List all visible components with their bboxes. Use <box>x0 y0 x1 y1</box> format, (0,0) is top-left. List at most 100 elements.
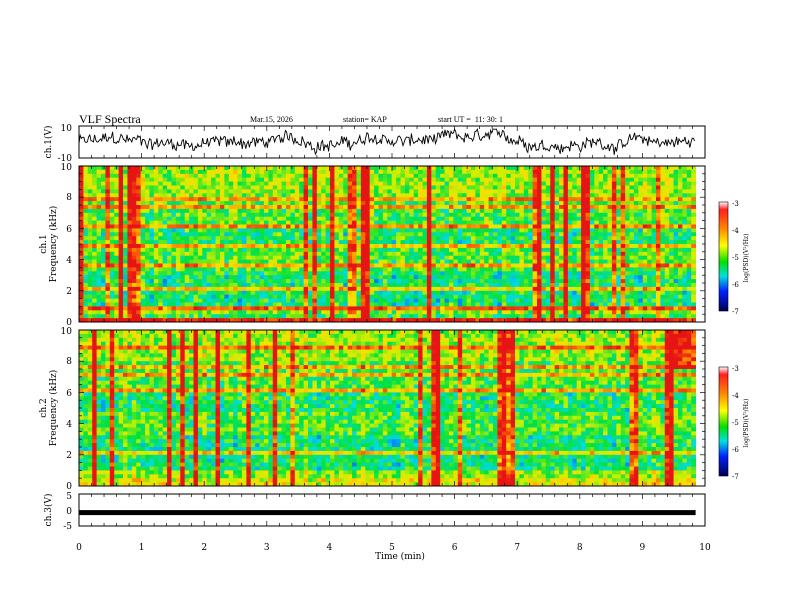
spectrogram-cell <box>431 267 437 272</box>
spectrogram-cell <box>581 286 586 292</box>
spectrogram-cell <box>391 259 397 264</box>
spectrogram-cell <box>523 298 529 303</box>
spectrogram-cell <box>158 166 164 171</box>
spectrogram-cell <box>435 247 441 253</box>
spectrogram-cell <box>493 318 498 323</box>
spectrogram-cell <box>290 169 296 175</box>
spectrogram-cell <box>263 286 269 292</box>
spectrogram-cell <box>127 236 133 241</box>
spectrogram-cell <box>316 306 322 311</box>
start-time-label: start UT = 11: 30: 1 <box>438 115 503 124</box>
spectrogram-cell <box>334 271 340 276</box>
spectrogram-cell <box>435 310 441 315</box>
spectrogram-cell <box>365 298 371 303</box>
spectrogram-cell <box>259 232 265 237</box>
spectrogram-cell <box>233 166 238 171</box>
spectrogram-cell <box>290 224 296 229</box>
spectrogram-cell <box>462 169 467 175</box>
spectrogram-cell <box>554 208 560 214</box>
spectrogram-cell <box>603 275 608 280</box>
spectrogram-cell <box>488 201 494 206</box>
spectrogram-cell <box>268 255 274 260</box>
spectrogram-cell <box>334 189 340 194</box>
spectrogram-cell <box>149 279 155 284</box>
spectrogram-cell <box>272 294 278 299</box>
spectrogram-cell <box>598 283 604 288</box>
spectrogram-cell <box>603 247 608 253</box>
spectrogram-cell <box>528 267 534 272</box>
spectrogram-cell <box>532 193 538 198</box>
spectrogram-cell <box>589 232 595 237</box>
spectrogram-cell <box>528 298 534 303</box>
spectrogram-cell <box>325 185 331 190</box>
spectrogram-cell <box>532 302 538 307</box>
spectrogram-cell <box>175 244 181 249</box>
spectrogram-cell <box>475 177 481 182</box>
spectrogram-cell <box>105 310 111 315</box>
spectrogram-cell <box>567 290 573 296</box>
spectrogram-cell <box>607 185 613 190</box>
spectrogram-cell <box>523 306 529 311</box>
spectrogram-cell <box>153 286 159 292</box>
spectrogram-cell <box>153 236 159 241</box>
spectrogram-cell <box>528 169 534 175</box>
spectrogram-cell <box>448 236 454 241</box>
spectrogram-cell <box>175 166 181 171</box>
spectrogram-cell <box>528 275 534 280</box>
spectrogram-cell <box>123 201 128 206</box>
spectrogram-cell <box>396 275 401 280</box>
spectrogram-cell <box>281 177 287 182</box>
spectrogram-cell <box>277 216 282 221</box>
spectrogram-cell <box>581 169 586 175</box>
spectrogram-cell <box>585 193 591 198</box>
spectrogram-cell <box>255 232 260 237</box>
spectrogram-cell <box>515 290 520 296</box>
spectrogram-cell <box>167 310 172 315</box>
spectrogram-cell <box>180 306 186 311</box>
spectrogram-cell <box>83 166 89 171</box>
spectrogram-cell <box>224 267 230 272</box>
spectrogram-cell <box>418 279 423 284</box>
spectrogram-cell <box>325 173 331 179</box>
spectrogram-cell <box>286 286 291 292</box>
spectrogram-cell <box>554 185 560 190</box>
spectrogram-cell <box>312 255 318 260</box>
spectrogram-cell <box>215 283 221 288</box>
spectrogram-cell <box>299 318 305 323</box>
spectrogram-cell <box>528 286 534 292</box>
spectrogram-cell <box>387 263 393 268</box>
spectrogram-cell <box>554 166 560 171</box>
spectrogram-cell <box>563 318 569 323</box>
spectrogram-cell <box>330 271 335 276</box>
spectrogram-cell <box>611 216 617 221</box>
spectrogram-cell <box>515 216 520 221</box>
spectrogram-cell <box>83 275 89 280</box>
spectrogram-cell <box>488 240 494 245</box>
spectrogram-cell <box>360 275 366 280</box>
spectrogram-cell <box>396 220 401 225</box>
spectrogram-cell <box>189 220 194 225</box>
spectrogram-cell <box>519 205 525 210</box>
spectrogram-cell <box>180 290 186 296</box>
spectrogram-cell <box>347 255 353 260</box>
spectrogram-cell <box>528 318 534 323</box>
spectrogram-cell <box>396 286 401 292</box>
spectrogram-cell <box>396 224 401 229</box>
spectrogram-cell <box>387 228 393 233</box>
spectrogram-cell <box>418 302 423 307</box>
spectrogram-cell <box>114 173 120 179</box>
spectrogram-cell <box>145 259 150 264</box>
spectrogram-cell <box>462 185 467 190</box>
spectrogram-cell <box>316 244 322 249</box>
spectrogram-cell <box>462 193 467 198</box>
spectrogram-cell <box>189 244 194 249</box>
spectrogram-cell <box>299 306 305 311</box>
spectrogram-cell <box>272 169 278 175</box>
spectrogram-cell <box>484 259 489 264</box>
spectrogram-cell <box>123 290 128 296</box>
spectrogram-cell <box>250 267 256 272</box>
spectrogram-cell <box>576 166 582 171</box>
spectrogram-cell <box>180 247 186 253</box>
spectrogram-cell <box>413 244 419 249</box>
spectrogram-cell <box>334 205 340 210</box>
